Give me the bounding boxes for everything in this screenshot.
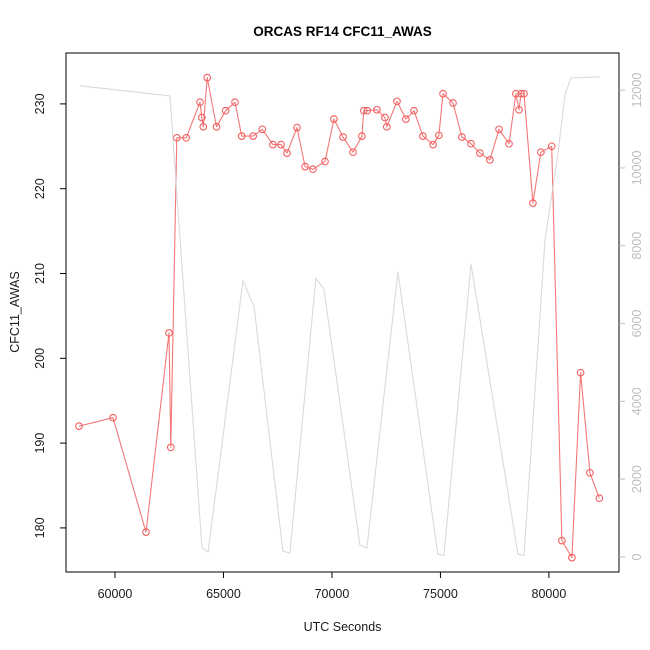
data-point-marker xyxy=(520,89,528,98)
data-point-marker xyxy=(402,115,410,123)
data-point-marker xyxy=(301,162,309,171)
data-point-marker xyxy=(476,149,484,157)
data-point-marker xyxy=(486,156,494,164)
data-point-marker xyxy=(339,133,347,141)
y-right-tick-label: 4000 xyxy=(630,387,644,415)
data-point-marker xyxy=(221,106,230,115)
data-point-marker xyxy=(196,98,204,107)
y-right-tick-label: 6000 xyxy=(630,310,644,338)
data-point-marker xyxy=(309,165,317,174)
chart-title: ORCAS RF14 CFC11_AWAS xyxy=(253,24,432,39)
x-tick-label: 75000 xyxy=(423,587,458,601)
y-left-tick-label: 220 xyxy=(33,178,47,199)
x-tick-label: 80000 xyxy=(532,587,567,601)
x-tick-label: 65000 xyxy=(206,587,241,601)
data-point-marker xyxy=(182,133,191,142)
data-point-marker xyxy=(505,139,513,148)
data-point-marker xyxy=(568,553,576,562)
data-point-marker xyxy=(419,132,427,140)
data-point-marker xyxy=(529,199,537,207)
data-point-marker xyxy=(373,105,381,114)
data-point-marker xyxy=(330,115,338,123)
data-point-marker xyxy=(382,122,391,131)
y-left-tick-label: 190 xyxy=(33,433,47,454)
y-left-tick-label: 230 xyxy=(33,93,47,114)
data-point-marker xyxy=(512,89,520,98)
y-right-tick-label: 0 xyxy=(630,553,644,560)
data-point-marker xyxy=(586,468,594,477)
data-point-marker xyxy=(283,149,291,157)
data-point-marker xyxy=(576,368,585,377)
data-point-marker xyxy=(293,123,301,132)
data-point-marker xyxy=(277,140,285,149)
data-point-marker xyxy=(142,528,150,536)
data-point-marker xyxy=(249,132,258,140)
data-point-marker xyxy=(439,89,447,98)
y-left-tick-label: 200 xyxy=(33,348,47,369)
data-point-marker xyxy=(212,122,221,131)
data-point-marker xyxy=(165,329,173,337)
x-axis-title: UTC Seconds xyxy=(303,620,382,634)
data-point-marker xyxy=(547,142,556,151)
data-point-marker xyxy=(458,133,466,141)
data-point-marker xyxy=(258,125,267,134)
data-point-marker xyxy=(429,140,437,149)
data-point-marker xyxy=(393,97,401,106)
data-point-marker xyxy=(358,132,366,140)
data-point-marker xyxy=(75,422,83,430)
data-point-marker xyxy=(109,413,117,422)
x-tick-label: 70000 xyxy=(315,587,350,601)
data-point-marker xyxy=(172,133,181,142)
data-point-marker xyxy=(237,132,246,140)
data-point-marker xyxy=(515,105,523,114)
data-point-marker xyxy=(166,443,175,452)
y-right-tick-label: 2000 xyxy=(630,465,644,493)
plot-box xyxy=(65,52,620,573)
data-point-marker xyxy=(517,89,525,98)
data-point-marker xyxy=(381,113,389,122)
data-point-marker xyxy=(449,99,457,107)
y-right-tick-label: 12000 xyxy=(630,73,644,108)
data-point-marker xyxy=(359,106,368,115)
data-point-marker xyxy=(349,148,357,157)
data-point-marker xyxy=(203,73,212,82)
data-point-marker xyxy=(558,536,566,545)
y-right-tick-label: 8000 xyxy=(630,232,644,260)
data-point-marker xyxy=(595,494,604,503)
x-tick-label: 60000 xyxy=(98,587,133,601)
data-point-marker xyxy=(199,122,208,131)
data-point-marker xyxy=(435,131,443,140)
y-axis-title-text: CFC11_AWAS xyxy=(8,271,22,353)
series-line-altitude-trace xyxy=(80,76,600,557)
data-point-marker xyxy=(197,113,206,122)
data-point-marker xyxy=(269,140,277,149)
y-right-tick-label: 10000 xyxy=(630,150,644,185)
data-point-marker xyxy=(495,125,503,134)
y-left-tick-label: 180 xyxy=(33,517,47,538)
y-left-tick-label: 210 xyxy=(33,263,47,284)
data-point-marker xyxy=(363,106,372,115)
series-line-CFC11_AWAS xyxy=(78,77,600,559)
data-point-marker xyxy=(231,98,239,107)
data-point-marker xyxy=(537,148,545,157)
data-point-marker xyxy=(467,139,475,148)
data-point-marker xyxy=(321,157,329,166)
data-point-marker xyxy=(410,106,418,115)
